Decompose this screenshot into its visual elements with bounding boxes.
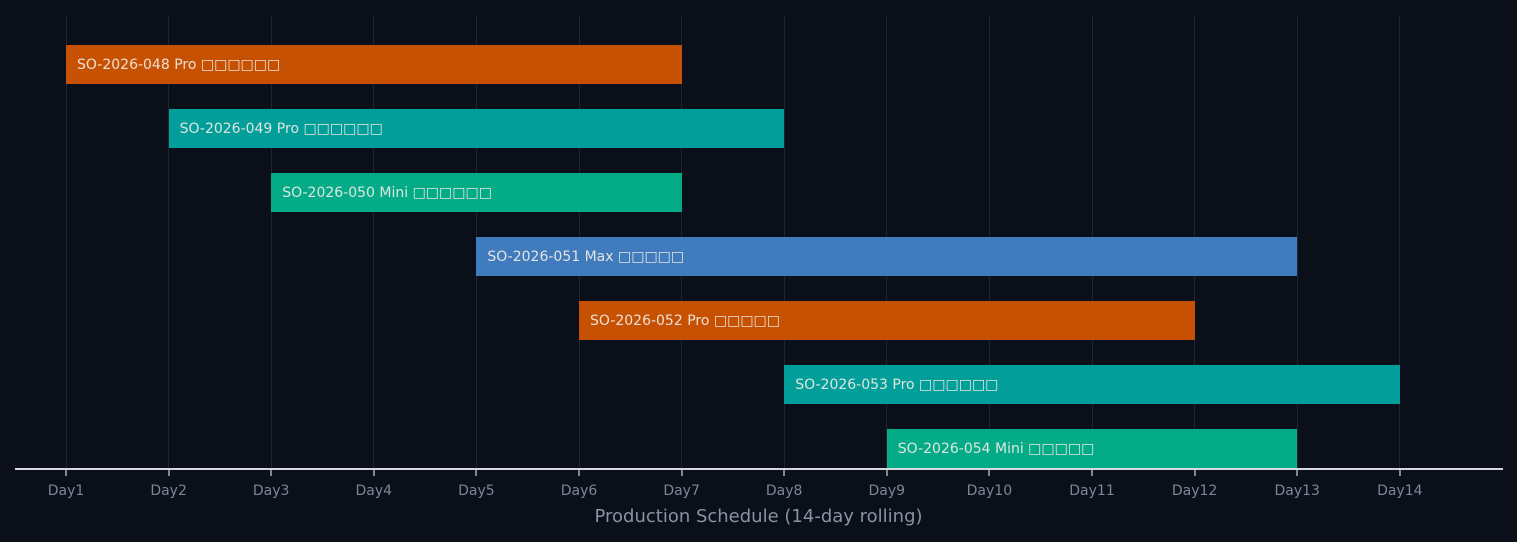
x-tick-label: Day3 (252, 483, 290, 499)
x-tick (65, 470, 67, 476)
x-tick (783, 470, 786, 476)
task-bar-label: SO-2026-050 Mini □□□□□□ (282, 184, 492, 201)
task-bar-label: SO-2026-051 Max □□□□□ (487, 248, 685, 265)
x-tick-label: Day7 (663, 483, 700, 499)
task-bar[interactable]: SO-2026-051 Max □□□□□ (476, 237, 1298, 276)
task-bar[interactable]: SO-2026-054 Mini □□□□□ (886, 429, 1298, 468)
x-tick (1091, 470, 1093, 476)
x-tick-label: Day6 (560, 483, 598, 499)
task-bar-label: SO-2026-048 Pro □□□□□□ (77, 56, 281, 73)
task-bar-label: SO-2026-053 Pro □□□□□□ (795, 376, 999, 393)
x-tick (1296, 470, 1299, 476)
x-tick (578, 470, 580, 476)
x-axis-line (15, 468, 1503, 470)
x-tick (372, 470, 375, 476)
x-tick-label: Day13 (1274, 483, 1320, 499)
x-tick-label: Day10 (966, 483, 1013, 499)
task-bar-label: SO-2026-052 Pro □□□□□ (590, 312, 780, 329)
x-tick-label: Day14 (1377, 483, 1423, 499)
x-tick (885, 470, 888, 476)
x-tick (167, 470, 170, 476)
x-tick (680, 470, 683, 476)
gridline (1296, 15, 1298, 469)
x-tick-label: Day11 (1069, 483, 1115, 499)
x-tick-label: Day8 (765, 483, 803, 499)
x-tick-label: Day9 (868, 483, 906, 499)
task-bar[interactable]: SO-2026-049 Pro □□□□□□ (168, 109, 785, 148)
gridline (168, 15, 170, 469)
task-bar[interactable]: SO-2026-052 Pro □□□□□ (579, 301, 1195, 340)
x-tick (475, 470, 478, 476)
x-tick-label: Day5 (458, 483, 495, 499)
x-tick-label: Day4 (355, 483, 393, 499)
x-tick (1398, 470, 1401, 476)
gridline (1399, 15, 1401, 469)
task-bar[interactable]: SO-2026-053 Pro □□□□□□ (784, 365, 1400, 404)
x-tick (270, 470, 273, 476)
gridline (270, 15, 272, 469)
gridline (65, 15, 67, 469)
x-tick-label: Day2 (150, 483, 187, 499)
task-bar[interactable]: SO-2026-050 Mini □□□□□□ (271, 173, 682, 212)
x-axis-label: Production Schedule (14-day rolling) (594, 506, 923, 527)
gridline (373, 15, 375, 469)
x-tick (988, 470, 991, 476)
task-bar-label: SO-2026-049 Pro □□□□□□ (179, 120, 383, 137)
x-tick-label: Day12 (1171, 483, 1218, 499)
x-tick (1193, 470, 1196, 476)
task-bar-label: SO-2026-054 Mini □□□□□ (897, 440, 1095, 457)
x-tick-label: Day1 (47, 483, 85, 499)
task-bar[interactable]: SO-2026-048 Pro □□□□□□ (66, 45, 682, 84)
